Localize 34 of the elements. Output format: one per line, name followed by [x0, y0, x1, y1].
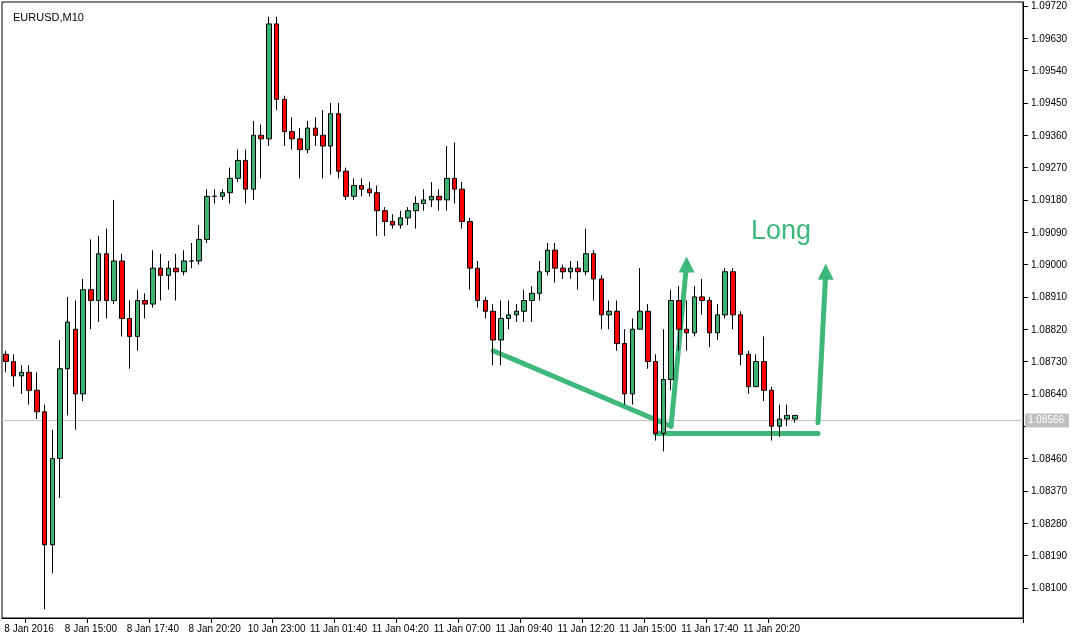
- x-tick-label: 11 Jan 12:20: [557, 622, 615, 634]
- y-tick-label: 1.08190: [1031, 550, 1068, 561]
- x-tick-label: 11 Jan 07:00: [433, 622, 492, 634]
- y-tick-label: 1.08280: [1031, 517, 1068, 529]
- y-tick-label: 1.09270: [1031, 162, 1068, 174]
- y-tick-label: 1.08370: [1031, 485, 1068, 497]
- x-tick-label: 11 Jan 04:20: [371, 622, 430, 634]
- x-tick-label: 11 Jan 20:20: [743, 622, 801, 634]
- y-tick-label: 1.09450: [1031, 97, 1068, 109]
- y-tick-label: 1.09180: [1031, 194, 1068, 206]
- x-tick-label: 10 Jan 23:00: [247, 622, 306, 634]
- y-tick-label: 1.08100: [1031, 582, 1068, 594]
- y-tick-label: 1.09720: [1031, 0, 1068, 12]
- y-tick-label: 1.08730: [1031, 356, 1068, 368]
- x-tick-label: 8 Jan 2016: [4, 622, 55, 634]
- x-tick-label: 8 Jan 17:40: [126, 622, 180, 634]
- x-tick-label: 11 Jan 15:00: [619, 622, 677, 634]
- annotation: Long: [750, 214, 812, 245]
- y-tick-label: 1.08910: [1031, 291, 1068, 303]
- y-tick-label: 1.08640: [1031, 388, 1068, 400]
- y-tick-label: 1.09000: [1031, 259, 1068, 271]
- y-tick-label: 1.09630: [1031, 32, 1068, 44]
- text: EURUSD,M10: [13, 10, 84, 23]
- y-tick-label: 1.08460: [1031, 453, 1068, 465]
- x-tick-label: 11 Jan 17:40: [681, 622, 739, 634]
- y-tick-label: 1.09090: [1031, 226, 1068, 238]
- y-tick-label: 1.09540: [1031, 65, 1068, 77]
- y-tick-label: 1.08820: [1031, 323, 1068, 335]
- x-tick-label: 11 Jan 01:40: [309, 622, 368, 634]
- x-tick-label: 8 Jan 15:00: [64, 622, 118, 634]
- x-tick-label: 11 Jan 09:40: [495, 622, 554, 634]
- x-tick-label: 8 Jan 20:20: [188, 622, 242, 634]
- ref-line-label: 1.08566: [1028, 413, 1065, 425]
- y-tick-label: 1.09360: [1031, 129, 1068, 141]
